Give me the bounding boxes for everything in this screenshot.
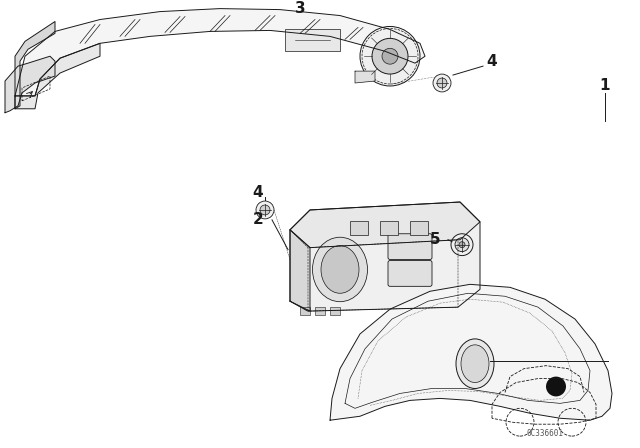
Circle shape [459, 241, 465, 248]
Polygon shape [330, 284, 612, 420]
Ellipse shape [312, 237, 367, 302]
FancyBboxPatch shape [350, 221, 368, 235]
Circle shape [360, 26, 420, 86]
Circle shape [256, 201, 274, 219]
Polygon shape [15, 43, 100, 109]
Text: 2: 2 [253, 212, 264, 228]
Polygon shape [290, 202, 480, 311]
Text: 4: 4 [253, 185, 263, 200]
Ellipse shape [321, 246, 359, 293]
Circle shape [382, 48, 398, 64]
Text: 3: 3 [294, 1, 305, 16]
Circle shape [437, 78, 447, 88]
Text: 5: 5 [429, 232, 440, 247]
Circle shape [455, 238, 469, 252]
FancyBboxPatch shape [300, 307, 310, 315]
FancyBboxPatch shape [285, 30, 340, 51]
Text: 0C336601: 0C336601 [527, 429, 563, 438]
FancyBboxPatch shape [330, 307, 340, 315]
Polygon shape [15, 22, 55, 109]
Ellipse shape [456, 339, 494, 388]
FancyBboxPatch shape [380, 221, 398, 235]
FancyBboxPatch shape [388, 261, 432, 286]
Circle shape [260, 205, 270, 215]
Circle shape [546, 377, 566, 396]
Circle shape [433, 74, 451, 92]
FancyBboxPatch shape [410, 221, 428, 235]
FancyBboxPatch shape [450, 297, 470, 309]
Text: 4: 4 [486, 54, 497, 69]
FancyBboxPatch shape [315, 307, 325, 315]
Polygon shape [15, 9, 425, 96]
Polygon shape [5, 56, 55, 113]
FancyBboxPatch shape [388, 234, 432, 259]
Ellipse shape [461, 345, 489, 383]
Polygon shape [290, 230, 310, 311]
Circle shape [451, 234, 473, 255]
Polygon shape [355, 71, 375, 83]
Text: 1: 1 [600, 78, 611, 94]
Circle shape [372, 39, 408, 74]
Polygon shape [290, 202, 480, 248]
